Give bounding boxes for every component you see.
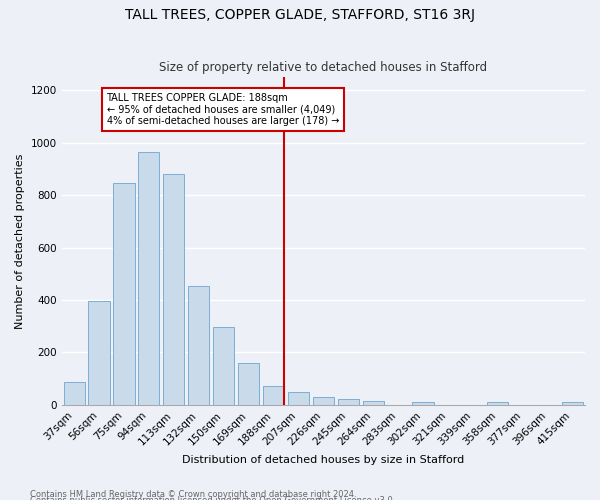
Bar	[288, 392, 309, 405]
Bar	[113, 182, 134, 405]
Text: Contains HM Land Registry data © Crown copyright and database right 2024.: Contains HM Land Registry data © Crown c…	[30, 490, 356, 499]
Bar	[138, 152, 160, 405]
Bar	[213, 327, 234, 405]
Bar	[188, 286, 209, 405]
Bar	[263, 386, 284, 405]
Text: Contains public sector information licensed under the Open Government Licence v3: Contains public sector information licen…	[30, 496, 395, 500]
Bar	[64, 382, 85, 405]
Bar	[238, 363, 259, 405]
Bar	[362, 401, 384, 405]
Bar	[487, 402, 508, 405]
X-axis label: Distribution of detached houses by size in Stafford: Distribution of detached houses by size …	[182, 455, 464, 465]
Bar	[163, 174, 184, 405]
Bar	[338, 399, 359, 405]
Bar	[562, 402, 583, 405]
Bar	[412, 402, 434, 405]
Text: TALL TREES, COPPER GLADE, STAFFORD, ST16 3RJ: TALL TREES, COPPER GLADE, STAFFORD, ST16…	[125, 8, 475, 22]
Bar	[88, 302, 110, 405]
Y-axis label: Number of detached properties: Number of detached properties	[15, 154, 25, 328]
Title: Size of property relative to detached houses in Stafford: Size of property relative to detached ho…	[159, 62, 487, 74]
Text: TALL TREES COPPER GLADE: 188sqm
← 95% of detached houses are smaller (4,049)
4% : TALL TREES COPPER GLADE: 188sqm ← 95% of…	[107, 93, 339, 126]
Bar	[313, 397, 334, 405]
